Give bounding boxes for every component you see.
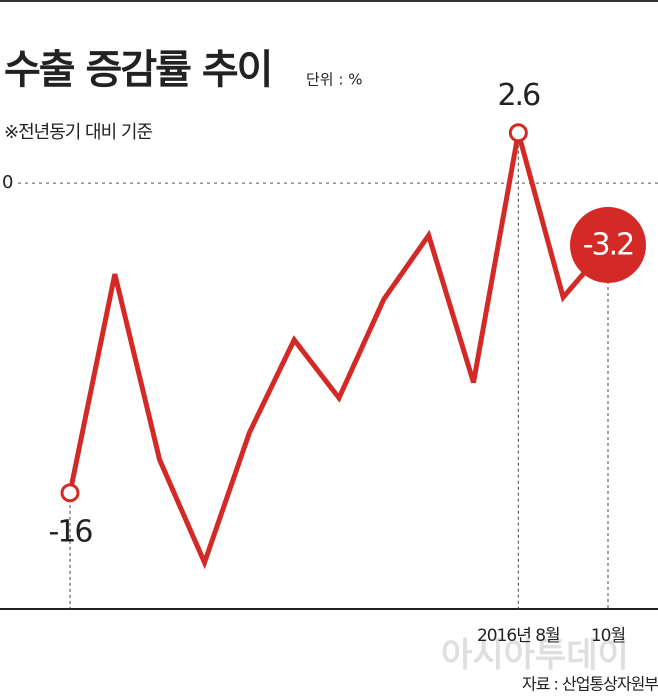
y-tick-label: 0 [2, 172, 13, 193]
value-label: -16 [49, 514, 93, 549]
value-label: -3.2 [583, 228, 634, 263]
point-marker [508, 123, 528, 143]
watermark: 아시아투데이 [441, 636, 629, 676]
chart-title: 수출 증감률 추이 [4, 47, 271, 93]
unit-note: 단위 : % [306, 71, 362, 89]
subtitle: ※전년동기 대비 기준 [4, 122, 152, 143]
source: 자료 : 산업통상자원부 [522, 675, 658, 694]
point-marker [60, 483, 80, 503]
value-label: 2.6 [497, 78, 540, 113]
data-line [67, 132, 610, 570]
x-tick-label: 2016년 8월 [477, 626, 560, 646]
x-tick-label: 10월 [591, 626, 625, 646]
point-marker [570, 207, 646, 284]
